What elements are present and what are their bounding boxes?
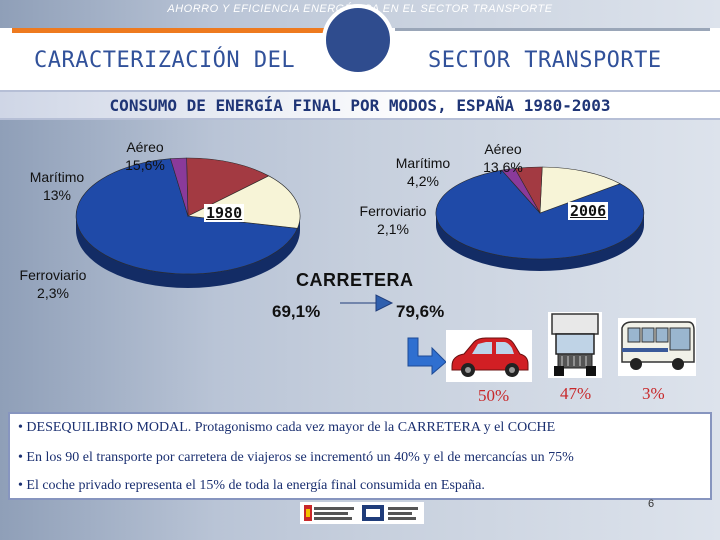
subtitle-band [0,90,720,120]
slice-1980-2 [186,157,270,217]
label-2006-aereo: Aéreo 13,6% [483,141,523,175]
year-label-2006: 2006 [568,202,609,220]
chart-subtitle: CONSUMO DE ENERGÍA FINAL POR MODOS, ESPA… [109,96,611,115]
info-box [8,412,712,500]
pie-2006 [435,166,645,271]
label-1980-maritimo: Marítimo 13% [29,169,85,203]
footer-logos [300,502,424,524]
road-label: CARRETERA [296,270,414,290]
car-icon [446,330,532,382]
label-1980-aereo: Aéreo 15,6% [125,139,165,173]
road-value-2006: 79,6% [396,302,445,321]
page-number: 6 [648,498,655,510]
label-1980-ferroviario: Ferroviario 2,3% [19,267,87,301]
bus-icon [618,318,696,376]
bus-share: 3% [642,384,665,403]
pie-1980 [75,157,301,288]
road-value-1980: 69,1% [272,302,321,321]
bullet-3: • El coche privado representa el 15% de … [18,478,485,493]
pie-side-2006 [436,213,644,271]
car-share: 50% [478,386,510,405]
pie-side-1980 [76,216,300,288]
decorative-circle [322,4,394,76]
section-title-right: SECTOR TRANSPORTE [428,48,662,73]
turn-arrow-icon [407,337,447,376]
slice-1980-3 [170,157,189,217]
truck-share: 47% [560,384,592,403]
slice-1980-0 [75,158,298,275]
section-title-left: CARACTERIZACIÓN DEL [34,48,296,73]
year-label-1980: 1980 [204,204,245,222]
accent-line [12,28,330,33]
bullet-1: • DESEQUILIBRIO MODAL. Protagonismo cada… [18,420,556,435]
truck-icon [548,312,602,378]
slice-2006-0 [435,169,645,260]
pie-charts [75,157,645,288]
divider-line [395,28,710,31]
idae-logo [362,505,418,521]
label-2006-ferroviario: Ferroviario 2,1% [359,203,427,237]
spain-government-logo [304,505,354,521]
slice-2006-1 [539,166,621,214]
bullet-2: • En los 90 el transporte por carretera … [18,450,574,465]
slice-2006-3 [501,168,541,214]
label-2006-maritimo: Marítimo 4,2% [395,155,451,189]
arrow-icon [340,294,394,312]
